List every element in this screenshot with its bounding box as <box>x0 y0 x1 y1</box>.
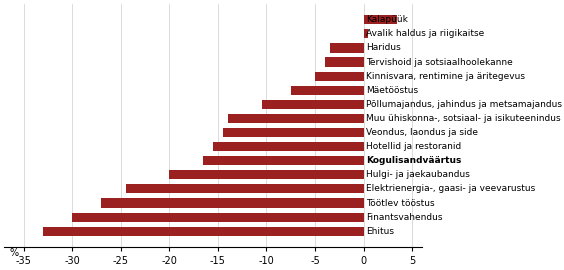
Text: Elektrienergia-, gaasi- ja veevarustus: Elektrienergia-, gaasi- ja veevarustus <box>367 184 536 193</box>
Bar <box>43 227 364 236</box>
Text: %: % <box>9 248 18 258</box>
Text: Töötlev tööstus: Töötlev tööstus <box>367 198 435 208</box>
Bar <box>364 29 368 38</box>
Bar <box>227 114 364 123</box>
Text: Avalik haldus ja riigikaitse: Avalik haldus ja riigikaitse <box>367 29 484 38</box>
Text: Kogulisandväärtus: Kogulisandväärtus <box>367 156 462 165</box>
Bar <box>329 43 364 53</box>
Text: Veondus, laondus ja side: Veondus, laondus ja side <box>367 128 478 137</box>
Text: Kalapüük: Kalapüük <box>367 15 408 24</box>
Bar <box>169 170 364 179</box>
Text: Ehitus: Ehitus <box>367 227 394 236</box>
Text: Haridus: Haridus <box>367 43 401 52</box>
Text: Finantsvahendus: Finantsvahendus <box>367 212 443 222</box>
Bar <box>325 58 364 67</box>
Bar <box>102 198 364 208</box>
Bar <box>126 184 364 194</box>
Text: Tervishoid ja sotsiaalhoolekanne: Tervishoid ja sotsiaalhoolekanne <box>367 58 513 67</box>
Text: Hotellid ja restoranid: Hotellid ja restoranid <box>367 142 462 151</box>
Bar <box>203 156 364 165</box>
Bar <box>223 128 364 137</box>
Bar <box>315 72 364 81</box>
Text: Mäetööstus: Mäetööstus <box>367 86 418 95</box>
Text: Muu ühiskonna-, sotsiaal- ja isikuteenindus: Muu ühiskonna-, sotsiaal- ja isikuteenin… <box>367 114 561 123</box>
Bar <box>262 100 364 109</box>
Bar <box>364 15 398 24</box>
Text: Hulgi- ja jaekaubandus: Hulgi- ja jaekaubandus <box>367 170 470 179</box>
Text: Põllumajandus, jahindus ja metsamajandus: Põllumajandus, jahindus ja metsamajandus <box>367 100 562 109</box>
Bar <box>72 212 364 222</box>
Text: Kinnisvara, rentimine ja äritegevus: Kinnisvara, rentimine ja äritegevus <box>367 72 526 81</box>
Bar <box>213 142 364 151</box>
Bar <box>290 86 364 95</box>
